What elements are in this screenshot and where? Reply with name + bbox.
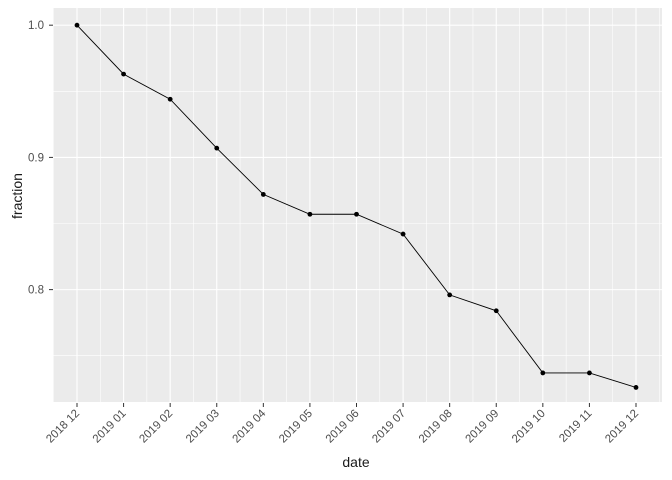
x-tick-label: 2019 05 — [277, 408, 315, 446]
y-tick-label: 1.0 — [28, 20, 44, 32]
data-point — [74, 22, 80, 28]
y-tick-label: 0.8 — [28, 285, 44, 297]
x-tick-label: 2019 12 — [603, 408, 641, 446]
x-tick-label: 2019 03 — [184, 408, 222, 446]
x-tick-label: 2019 08 — [417, 408, 455, 446]
data-point — [540, 370, 546, 376]
data-point — [447, 292, 453, 298]
x-tick-label: 2019 10 — [510, 408, 548, 446]
data-point — [167, 96, 173, 102]
data-point — [260, 192, 266, 197]
x-tick-label: 2019 11 — [557, 408, 594, 445]
data-point — [400, 231, 406, 237]
x-tick-label: 2019 02 — [137, 408, 175, 446]
x-tick-label: 2019 07 — [370, 408, 408, 446]
data-point — [121, 71, 126, 77]
data-point — [587, 370, 592, 376]
y-axis-title: fraction — [9, 173, 25, 219]
data-point — [354, 211, 359, 217]
x-tick-label: 2019 04 — [231, 407, 269, 445]
x-tick-label: 2019 06 — [324, 408, 362, 446]
data-point — [214, 145, 220, 151]
y-tick-label: 0.9 — [28, 152, 44, 164]
x-tick-label: 2019 01 — [91, 408, 129, 446]
x-tick-label: 2019 09 — [463, 408, 501, 446]
plot-panel — [53, 8, 662, 402]
data-point — [307, 211, 313, 217]
x-axis-title: date — [342, 454, 370, 470]
data-point — [493, 308, 499, 314]
x-tick-label: 2018 12 — [44, 408, 82, 446]
data-point — [633, 385, 639, 390]
